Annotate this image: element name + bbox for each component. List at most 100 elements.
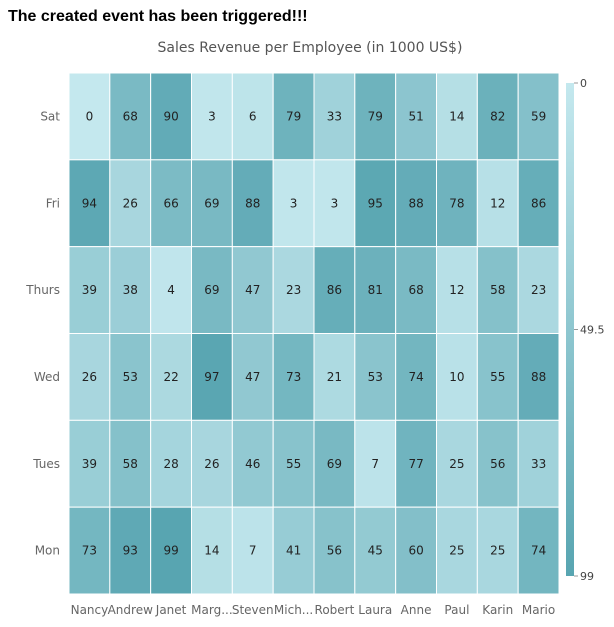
heatmap-cell [517, 159, 560, 248]
heatmap-cell-label: 97 [204, 370, 219, 384]
heatmap-cell-label: 14 [449, 109, 464, 123]
heatmap-cell-label: 79 [368, 109, 383, 123]
heatmap-cell-label: 23 [531, 283, 546, 297]
heatmap-cell [517, 333, 560, 421]
heatmap-cell-label: 23 [286, 283, 301, 297]
x-axis-label: Karin [482, 603, 513, 617]
heatmap-cell-label: 60 [408, 544, 423, 558]
legend-label: 0 [580, 77, 587, 90]
heatmap-cell-label: 41 [286, 544, 301, 558]
heatmap-cell-label: 3 [208, 109, 216, 123]
heatmap-cell-label: 69 [327, 457, 342, 471]
heatmap-cell [313, 159, 356, 248]
heatmap-cell [436, 246, 478, 335]
x-axis-label: Marg... [191, 603, 233, 617]
heatmap-cell [436, 506, 478, 595]
heatmap-cell-label: 58 [490, 283, 505, 297]
heatmap-cell [476, 72, 519, 161]
heatmap-cell [354, 506, 397, 595]
heatmap-cell [109, 506, 152, 595]
heatmap-cell [436, 419, 478, 508]
heatmap-cell-label: 22 [163, 370, 178, 384]
heatmap-cell-label: 21 [327, 370, 342, 384]
y-axis-label: Wed [34, 370, 60, 384]
heatmap-cell-label: 47 [245, 283, 260, 297]
heatmap-cell-label: 82 [490, 109, 505, 123]
heatmap-cell-label: 90 [163, 109, 178, 123]
heatmap-cell-label: 99 [163, 544, 178, 558]
heatmap-cell-label: 56 [490, 457, 505, 471]
heatmap-cell [476, 419, 519, 508]
heatmap-cell-label: 7 [371, 457, 379, 471]
heatmap-cell-label: 86 [327, 283, 342, 297]
heatmap-cell-label: 79 [286, 109, 301, 123]
heatmap-cell-label: 68 [123, 109, 138, 123]
heatmap-cell-label: 93 [123, 544, 138, 558]
heatmap-cell-label: 69 [204, 196, 219, 210]
heatmap-cell [68, 159, 111, 248]
heatmap-cell [272, 419, 315, 508]
heatmap-cell [395, 246, 437, 335]
heatmap-cell [517, 246, 560, 335]
heatmap-cell-label: 14 [204, 544, 219, 558]
heatmap-cell-label: 45 [368, 544, 383, 558]
y-axis-label: Sat [40, 109, 60, 123]
heatmap-cell [517, 506, 560, 595]
heatmap-cell [436, 333, 478, 421]
heatmap-cell [272, 506, 315, 595]
heatmap-cell [395, 506, 437, 595]
heatmap-cell [150, 246, 193, 335]
heatmap-cell [231, 246, 274, 335]
heatmap-cell-label: 26 [82, 370, 97, 384]
heatmap-cell-label: 53 [123, 370, 138, 384]
heatmap-cell-label: 81 [368, 283, 383, 297]
x-axis-label: Anne [401, 603, 432, 617]
x-axis-labels: Nancy Andrew Janet Marg... Steven Mich... Robe… [71, 603, 556, 617]
heatmap-cell [272, 159, 315, 248]
heatmap-cell-label: 47 [245, 370, 260, 384]
heatmap-cell-label: 3 [290, 196, 298, 210]
heatmap-cell-label: 28 [163, 457, 178, 471]
heatmap-cell [109, 159, 152, 248]
heatmap-cell [150, 333, 193, 421]
x-axis-label: Mich... [274, 603, 313, 617]
heatmap-cell [354, 246, 397, 335]
y-axis-label: Mon [35, 544, 60, 558]
x-axis-label: Nancy [71, 603, 109, 617]
heatmap-cell-label: 26 [204, 457, 219, 471]
heatmap-cell-label: 46 [245, 457, 260, 471]
heatmap-cell [517, 419, 560, 508]
y-axis-label: Tues [32, 457, 60, 471]
heatmap-cell-label: 74 [408, 370, 423, 384]
heatmap-cell [313, 506, 356, 595]
heatmap-cell-label: 25 [449, 544, 464, 558]
heatmap-cell-label: 95 [368, 196, 383, 210]
heatmap-cell-label: 88 [245, 196, 260, 210]
heatmap-cell-label: 74 [531, 544, 546, 558]
x-axis-label: Steven [232, 603, 274, 617]
heatmap-cell-label: 66 [163, 196, 178, 210]
heatmap-cell [191, 419, 233, 508]
heatmap-cell [191, 506, 233, 595]
chart-title: Sales Revenue per Employee (in 1000 US$) [158, 40, 463, 56]
heatmap-cell [150, 419, 193, 508]
heatmap-cell [272, 333, 315, 421]
heatmap-cell-label: 0 [86, 109, 94, 123]
heatmap-cell [272, 72, 315, 161]
heatmap-cell [68, 333, 111, 421]
y-axis-labels: Sat Fri Thurs Wed Tues Mon [25, 109, 60, 557]
heatmap-cell [517, 72, 560, 161]
y-axis-label: Fri [46, 196, 60, 210]
legend-label: 49.5 [580, 324, 605, 337]
heatmap-cell-label: 88 [408, 196, 423, 210]
heatmap-cell-label: 6 [249, 109, 257, 123]
heatmap-cell [109, 419, 152, 508]
heatmap-cell-label: 59 [531, 109, 546, 123]
heatmap-cell-label: 56 [327, 544, 342, 558]
heatmap-cell-label: 39 [82, 457, 97, 471]
heatmap-cell [109, 333, 152, 421]
heatmap-cell [476, 506, 519, 595]
heatmap-cell [436, 159, 478, 248]
heatmap-cell-label: 88 [531, 370, 546, 384]
heatmap-cell-label: 38 [123, 283, 138, 297]
